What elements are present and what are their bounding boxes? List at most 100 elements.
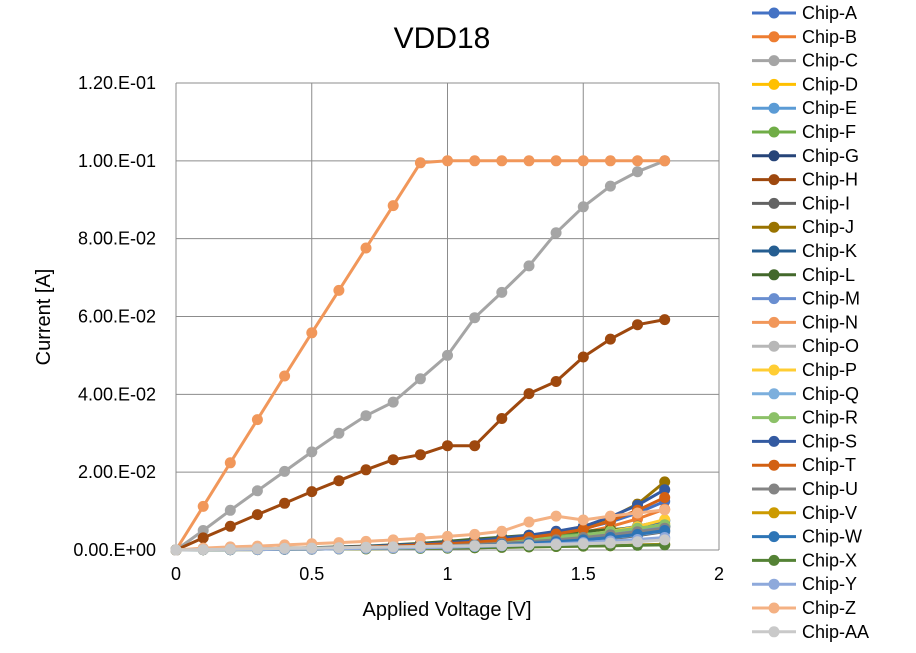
data-point-chip-n: [306, 327, 318, 339]
data-point-chip-aa: [251, 543, 263, 555]
gridlines: [175, 82, 720, 551]
data-point-chip-aa: [414, 541, 426, 552]
legend-item-chip-x: Chip-X: [752, 550, 857, 570]
data-point-chip-h: [333, 475, 345, 487]
data-point-chip-z: [577, 514, 589, 526]
data-point-chip-c: [577, 201, 589, 213]
data-point-chip-c: [550, 227, 562, 239]
data-point-chip-c: [279, 465, 291, 477]
data-point-chip-z: [496, 525, 508, 537]
data-point-chip-aa: [577, 538, 589, 550]
legend-item-chip-r: Chip-R: [752, 408, 858, 428]
series-line-chip-c: [175, 159, 666, 552]
x-tick-label: 1: [442, 564, 452, 584]
data-point-chip-n: [333, 284, 345, 296]
legend-marker: [768, 174, 780, 186]
data-point-chip-aa: [197, 544, 209, 556]
legend-item-chip-z: Chip-Z: [752, 598, 856, 618]
legend-marker: [768, 483, 780, 495]
series-chip-aa: [170, 534, 671, 556]
data-point-chip-c: [333, 427, 345, 439]
legend-label: Chip-P: [802, 360, 857, 380]
series-chip-n: [170, 155, 671, 556]
data-point-chip-aa: [224, 543, 236, 555]
data-point-chip-aa: [659, 534, 671, 546]
legend-item-chip-u: Chip-U: [752, 479, 858, 499]
legend-label: Chip-R: [802, 408, 858, 428]
data-point-chip-aa: [604, 537, 616, 549]
data-point-chip-n: [279, 370, 291, 382]
legend-label: Chip-U: [802, 479, 858, 499]
legend-label: Chip-K: [802, 241, 857, 261]
data-point-chip-c: [251, 485, 263, 497]
legend-label: Chip-S: [802, 431, 857, 451]
legend-label: Chip-E: [802, 98, 857, 118]
legend-item-chip-g: Chip-G: [752, 146, 859, 166]
data-point-chip-c: [496, 286, 508, 298]
data-point-chip-z: [659, 504, 671, 516]
legend-marker: [768, 316, 780, 328]
data-point-chip-c: [224, 504, 236, 516]
y-axis-ticks: 0.00.E+00 2.00.E-02 4.00.E-02 6.00.E-02 8.00…: [73, 73, 156, 560]
data-point-chip-n: [469, 155, 481, 167]
legend-item-chip-j: Chip-J: [752, 217, 854, 237]
data-point-chip-h: [360, 464, 372, 476]
data-point-chip-aa: [469, 540, 481, 552]
data-point-chip-c: [469, 312, 481, 324]
legend-marker: [768, 245, 780, 257]
x-tick-label: 0: [171, 564, 181, 584]
data-point-chip-h: [550, 376, 562, 387]
data-point-chip-n: [360, 242, 372, 254]
legend-marker: [768, 364, 780, 376]
legend-label: Chip-A: [802, 3, 857, 23]
legend-label: Chip-M: [802, 289, 860, 309]
data-point-chip-c: [360, 410, 372, 422]
legend-label: Chip-AA: [802, 622, 869, 642]
legend-marker: [768, 269, 780, 281]
data-point-chip-aa: [523, 539, 535, 551]
legend-label: Chip-W: [802, 527, 862, 547]
data-point-chip-z: [550, 510, 562, 522]
legend-marker: [768, 197, 780, 209]
data-point-chip-aa: [632, 536, 643, 548]
data-point-chip-c: [604, 180, 616, 192]
legend-label: Chip-X: [802, 550, 857, 570]
data-point-chip-t: [577, 523, 589, 535]
legend-item-chip-l: Chip-L: [752, 265, 855, 285]
legend-marker: [768, 459, 780, 471]
legend-label: Chip-Z: [802, 598, 856, 618]
data-point-chip-h: [523, 388, 535, 400]
data-point-chip-n: [550, 155, 562, 167]
legend-marker: [768, 578, 780, 590]
legend-label: Chip-H: [802, 170, 858, 190]
data-point-chip-aa: [442, 540, 453, 552]
data-point-chip-h: [496, 413, 508, 424]
data-point-chip-h: [632, 319, 643, 331]
y-tick-label: 2.00.E-02: [78, 462, 156, 482]
legend-marker: [768, 602, 780, 614]
data-point-chip-aa: [333, 542, 345, 554]
data-point-chip-n: [442, 155, 453, 167]
y-tick-label: 8.00.E-02: [78, 229, 156, 249]
legend-label: Chip-J: [802, 217, 854, 237]
data-point-chip-aa: [279, 542, 291, 554]
data-point-chip-c: [306, 446, 318, 458]
legend-item-chip-h: Chip-H: [752, 170, 858, 190]
data-point-chip-z: [604, 510, 616, 522]
legend-marker: [768, 55, 780, 67]
data-point-chip-n: [387, 200, 399, 212]
legend-marker: [768, 221, 780, 233]
data-point-chip-h: [279, 497, 291, 509]
legend-marker: [768, 507, 780, 519]
legend-label: Chip-N: [802, 312, 858, 332]
legend-item-chip-d: Chip-D: [752, 74, 858, 94]
legend-marker: [768, 7, 780, 19]
legend-label: Chip-G: [802, 146, 859, 166]
legend-marker: [768, 78, 780, 90]
legend-label: Chip-C: [802, 51, 858, 71]
data-point-chip-h: [659, 314, 671, 326]
x-tick-label: 0.5: [299, 564, 324, 584]
data-point-chip-aa: [170, 544, 182, 556]
data-point-chip-c: [523, 260, 535, 272]
series-chip-c: [170, 155, 671, 556]
